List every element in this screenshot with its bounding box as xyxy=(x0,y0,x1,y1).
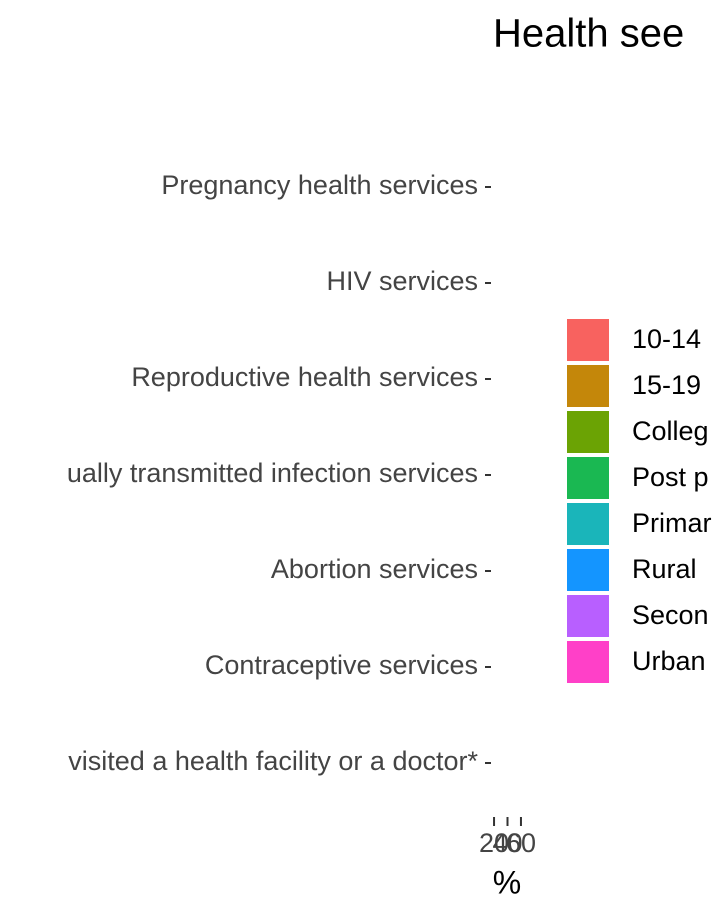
y-tick-label: Pregnancy health services xyxy=(161,170,478,200)
x-axis-label: % xyxy=(493,864,521,900)
legend-key xyxy=(567,503,609,545)
x-tick-label: 60 xyxy=(506,828,536,858)
legend-label: 10-14 xyxy=(632,324,701,354)
legend-label: Secon xyxy=(632,600,709,630)
legend-label: Post p xyxy=(632,462,709,492)
legend-key xyxy=(567,411,609,453)
legend-key xyxy=(567,641,609,683)
legend-key xyxy=(567,595,609,637)
legend-key xyxy=(567,319,609,361)
y-tick-label: Reproductive health services xyxy=(131,362,478,392)
legend-key xyxy=(567,365,609,407)
y-tick-label: HIV services xyxy=(326,266,478,296)
legend-label: Rural xyxy=(632,554,697,584)
y-tick-label: visited a health facility or a doctor* xyxy=(68,746,478,776)
y-tick-label: Abortion services xyxy=(271,554,478,584)
chart-title: Health see xyxy=(493,12,684,56)
legend-key xyxy=(567,549,609,591)
legend-label: Colleg xyxy=(632,416,709,446)
y-tick-label: Contraceptive services xyxy=(205,650,478,680)
legend-label: Urban xyxy=(632,646,706,676)
legend-label: Primar xyxy=(632,508,712,538)
x-tick-label: 40 xyxy=(492,828,522,858)
y-tick-label: ually transmitted infection services xyxy=(67,458,478,488)
legend-label: 15-19 xyxy=(632,370,701,400)
x-tick-label: 20 xyxy=(479,828,509,858)
legend-key xyxy=(567,457,609,499)
